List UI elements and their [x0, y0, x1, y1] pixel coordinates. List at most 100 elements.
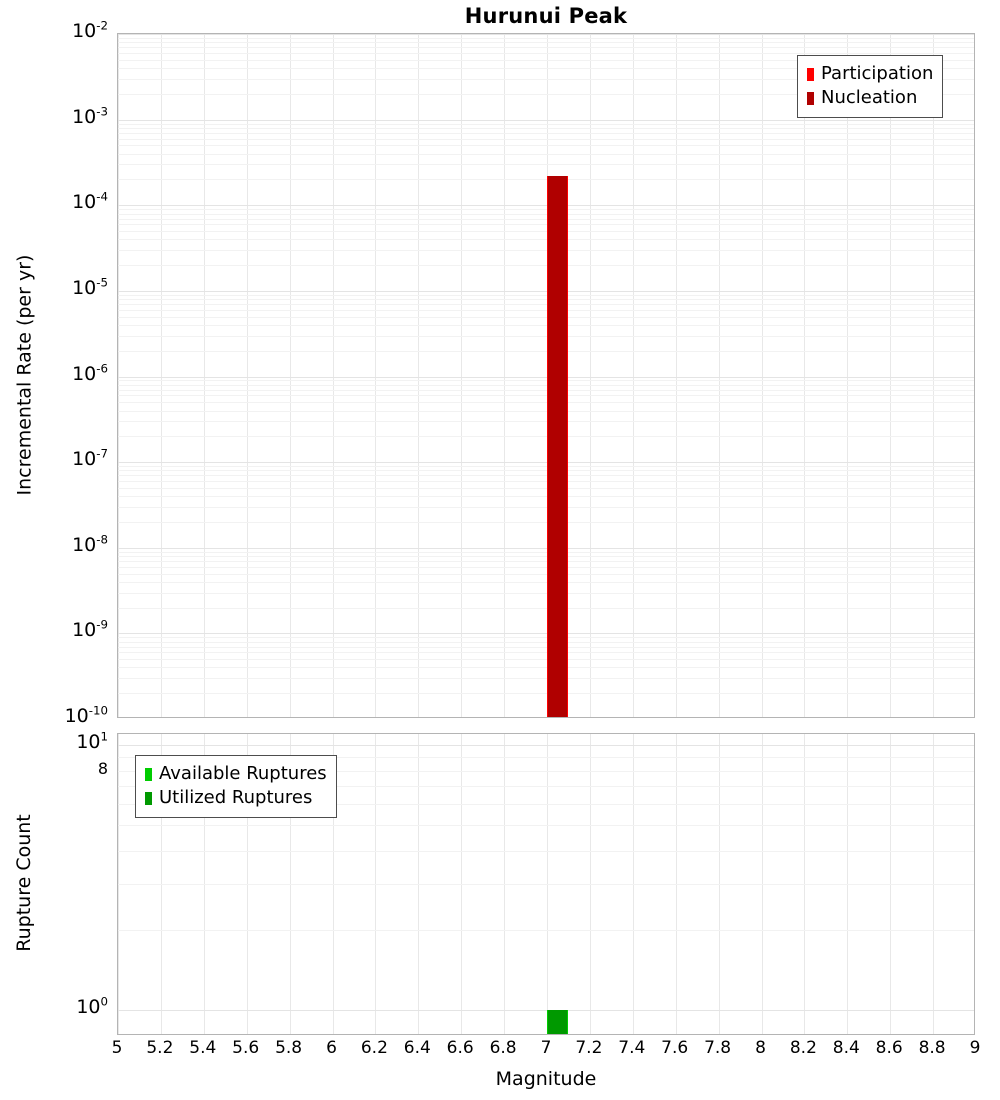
- x-tick-label: 5.2: [146, 1038, 174, 1058]
- gridline-vertical: [675, 34, 677, 717]
- gridline-horizontal-major: [118, 290, 974, 292]
- x-tick-label: 7.6: [661, 1038, 689, 1058]
- gridline-horizontal-minor: [118, 132, 974, 134]
- gridline-horizontal-major: [118, 119, 974, 121]
- y-tick-label: 101: [76, 729, 108, 753]
- legend-item-available-ruptures[interactable]: Available Ruptures: [145, 762, 327, 786]
- gridline-horizontal-minor: [118, 127, 974, 129]
- gridline-horizontal-minor: [118, 421, 974, 423]
- y-tick-label: 10-9: [72, 618, 108, 642]
- gridline-horizontal-minor: [118, 209, 974, 211]
- gridline-horizontal-minor: [118, 153, 974, 155]
- gridline-horizontal-minor: [118, 930, 974, 932]
- legend-item-nucleation[interactable]: Nucleation: [807, 86, 933, 110]
- gridline-horizontal-major: [118, 744, 974, 746]
- gridline-horizontal-minor: [118, 304, 974, 306]
- gridline-horizontal-minor: [118, 803, 974, 805]
- gridline-horizontal-minor: [118, 213, 974, 215]
- gridline-vertical: [332, 34, 334, 717]
- bar-utilized-ruptures: [548, 1010, 568, 1034]
- x-tick-label: 8: [755, 1038, 766, 1058]
- gridline-horizontal-minor: [118, 380, 974, 382]
- y-tick-label: 10-5: [72, 275, 108, 299]
- gridline-horizontal-minor: [118, 592, 974, 594]
- x-tick-label: 5: [111, 1038, 123, 1058]
- bottom-legend: Available Ruptures Utilized Ruptures: [135, 755, 337, 818]
- legend-item-participation[interactable]: Participation: [807, 62, 933, 86]
- gridline-vertical: [203, 34, 205, 717]
- gridline-horizontal-minor: [118, 659, 974, 661]
- gridline-horizontal-major: [118, 547, 974, 549]
- gridline-vertical: [847, 34, 849, 717]
- x-tick-label: 5.6: [232, 1038, 260, 1058]
- gridline-horizontal-minor: [118, 678, 974, 680]
- gridline-horizontal-minor: [118, 496, 974, 498]
- x-tick-label: 5.8: [275, 1038, 303, 1058]
- x-tick-label: 6.8: [489, 1038, 517, 1058]
- gridline-horizontal-major: [118, 462, 974, 464]
- gridline-horizontal-minor: [118, 521, 974, 523]
- gridline-horizontal-minor: [118, 350, 974, 352]
- gridline-horizontal-minor: [118, 883, 974, 885]
- legend-label-nucleation: Nucleation: [821, 87, 918, 108]
- gridline-horizontal-minor: [118, 42, 974, 44]
- gridline-horizontal-minor: [118, 481, 974, 483]
- legend-label-utilized-ruptures: Utilized Ruptures: [159, 787, 313, 808]
- gridline-horizontal-minor: [118, 637, 974, 639]
- gridline-horizontal-minor: [118, 231, 974, 233]
- gridline-horizontal-major: [118, 205, 974, 207]
- gridline-horizontal-minor: [118, 138, 974, 140]
- gridline-horizontal-minor: [118, 487, 974, 489]
- x-tick-label: 7: [540, 1038, 552, 1058]
- bottom-y-axis-label: Rupture Count: [13, 814, 35, 952]
- x-tick-label: 5.4: [189, 1038, 217, 1058]
- x-tick-label: 7.2: [575, 1038, 603, 1058]
- y-tick-label-minor: 8: [97, 758, 108, 778]
- gridline-horizontal-minor: [118, 566, 974, 568]
- gridline-vertical: [246, 34, 248, 717]
- gridline-horizontal-minor: [118, 607, 974, 609]
- x-tick-label: 8.6: [875, 1038, 903, 1058]
- gridline-vertical: [504, 34, 506, 717]
- gridline-vertical: [933, 34, 935, 717]
- x-tick-label: 6.6: [446, 1038, 474, 1058]
- x-tick-label: 9: [969, 1038, 981, 1058]
- gridline-horizontal-minor: [118, 224, 974, 226]
- gridline-horizontal-minor: [118, 265, 974, 267]
- gridline-horizontal-minor: [118, 316, 974, 318]
- y-tick-label: 100: [76, 994, 108, 1019]
- gridline-horizontal-minor: [118, 145, 974, 147]
- page-title: Hurunui Peak: [464, 4, 628, 28]
- gridline-horizontal-minor: [118, 218, 974, 220]
- gridline-horizontal-minor: [118, 395, 974, 397]
- gridline-horizontal-minor: [118, 551, 974, 553]
- x-tick-label: 6.2: [360, 1038, 388, 1058]
- y-tick-label: 10-4: [72, 189, 108, 214]
- participation-color-swatch: [807, 67, 814, 81]
- gridline-horizontal-minor: [118, 850, 974, 852]
- y-tick-label: 10-7: [72, 446, 108, 471]
- y-tick-label: 10-2: [72, 18, 108, 42]
- available-ruptures-color-swatch: [145, 767, 152, 781]
- gridline-vertical: [418, 34, 420, 717]
- gridline-horizontal-minor: [118, 646, 974, 648]
- gridline-horizontal-minor: [118, 561, 974, 562]
- x-tick-label: 7.8: [704, 1038, 732, 1058]
- gridline-horizontal-minor: [118, 556, 974, 558]
- gridline-horizontal-minor: [118, 52, 974, 54]
- legend-label-available-ruptures: Available Ruptures: [159, 763, 327, 784]
- y-tick-label: 10-10: [64, 703, 108, 727]
- gridline-horizontal-minor: [118, 384, 974, 386]
- gridline-horizontal-minor: [118, 123, 974, 125]
- gridline-vertical: [289, 34, 291, 717]
- gridline-horizontal-minor: [118, 506, 974, 508]
- gridline-horizontal-minor: [118, 470, 974, 472]
- gridline-horizontal-minor: [118, 309, 974, 311]
- gridline-horizontal-minor: [118, 93, 974, 95]
- gridline-horizontal-minor: [118, 47, 974, 49]
- legend-item-utilized-ruptures[interactable]: Utilized Ruptures: [145, 786, 327, 810]
- x-tick-label: 6: [326, 1038, 337, 1058]
- y-tick-label: 10-8: [72, 532, 108, 556]
- x-tick-label: 8.4: [832, 1038, 860, 1058]
- y-tick-label: 10-6: [72, 361, 108, 385]
